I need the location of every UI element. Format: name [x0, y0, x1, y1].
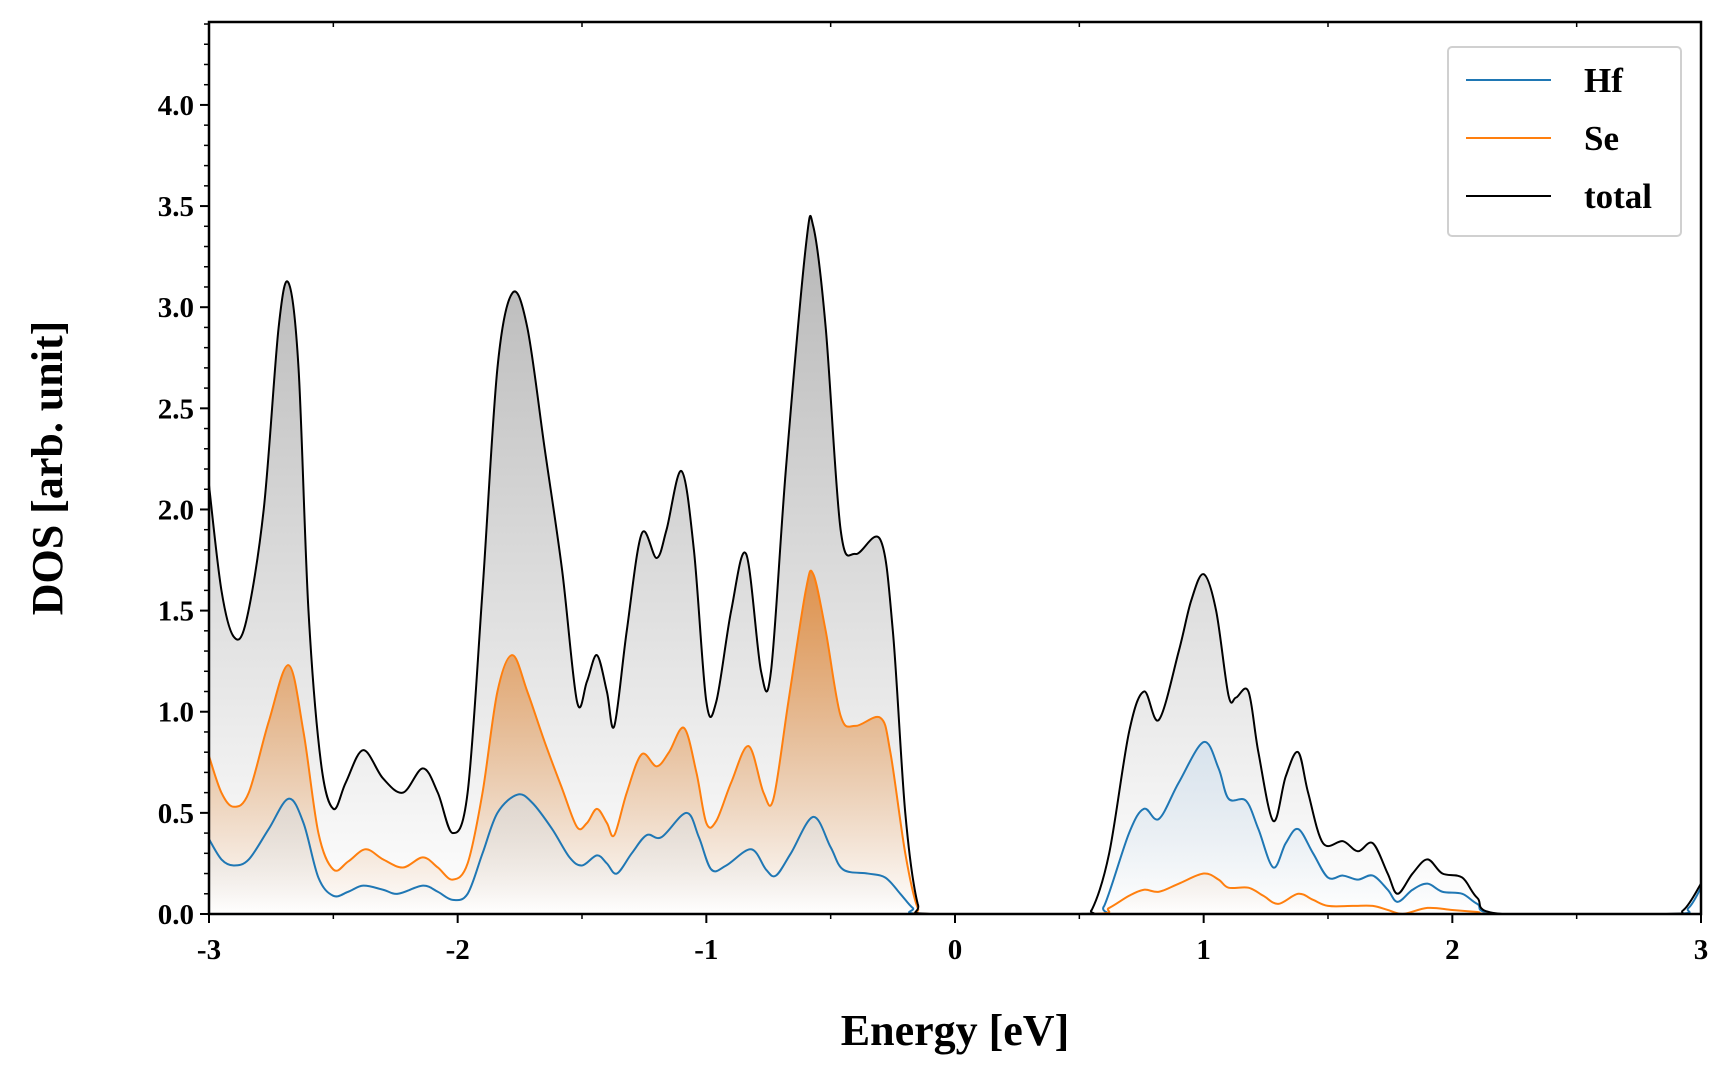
y-tick-label: 0.5: [158, 798, 194, 830]
y-tick-label: 0.0: [158, 899, 194, 931]
x-tick-label: 0: [948, 934, 963, 966]
y-tick-label: 4.0: [158, 90, 194, 122]
line-hf: [209, 741, 1701, 914]
legend-label-se: Se: [1584, 119, 1619, 158]
x-tick-label: -2: [446, 934, 470, 966]
y-axis-label: DOS [arb. unit]: [23, 321, 72, 616]
x-tick-label: -1: [694, 934, 718, 966]
legend-label-hf: Hf: [1584, 61, 1623, 100]
line-total: [209, 215, 1701, 914]
y-tick-label: 2.5: [158, 393, 194, 425]
y-tick-label: 1.0: [158, 697, 194, 729]
y-tick-label: 3.0: [158, 292, 194, 324]
y-tick-label: 1.5: [158, 596, 194, 628]
x-tick-label: 2: [1445, 934, 1460, 966]
y-tick-label: 2.0: [158, 494, 194, 526]
legend-box: [1447, 46, 1682, 237]
x-tick-label: -3: [197, 934, 221, 966]
fill-se: [209, 570, 1701, 914]
x-axis-label: Energy [eV]: [841, 1006, 1070, 1055]
fill-total: [209, 216, 1701, 914]
x-tick-label: 1: [1196, 934, 1211, 966]
x-tick-label: 3: [1694, 934, 1709, 966]
legend-label-total: total: [1584, 177, 1652, 216]
y-tick-label: 3.5: [158, 191, 194, 223]
legend: Hf Se total: [1447, 46, 1682, 237]
line-se: [209, 569, 1701, 914]
fill-hf: [209, 741, 1701, 914]
